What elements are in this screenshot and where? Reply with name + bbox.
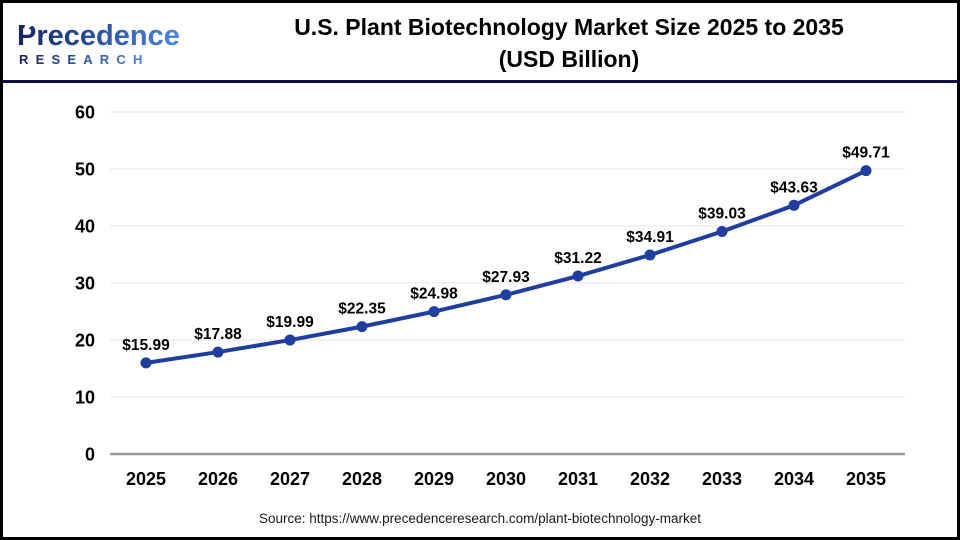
data-point — [644, 249, 656, 261]
header: Precedence RESEARCH U.S. Plant Biotechno… — [3, 3, 957, 83]
chart-area: 0 10 20 30 40 50 60 $15.99 2025 $17.88 2026 $19.99 2… — [3, 83, 957, 534]
x-tick-label: 2032 — [630, 469, 670, 489]
x-tick-label: 2028 — [342, 469, 382, 489]
data-point-label: $19.99 — [266, 314, 314, 331]
data-point — [284, 334, 296, 346]
title-line-1: U.S. Plant Biotechnology Market Size 202… — [294, 13, 844, 40]
data-point-label: $17.88 — [194, 326, 242, 343]
y-tick-label: 10 — [75, 388, 95, 408]
y-tick-label: 20 — [75, 331, 95, 351]
title-line-2: (USD Billion) — [498, 45, 640, 72]
data-point-label: $39.03 — [698, 206, 746, 223]
data-point-label: $49.71 — [842, 145, 890, 162]
line-chart: 0102030405060$15.992025$17.882026$19.992… — [75, 103, 905, 489]
y-tick-label: 0 — [85, 445, 95, 465]
data-point — [572, 270, 584, 282]
y-tick-label: 30 — [75, 274, 95, 294]
data-point-label: $27.93 — [482, 269, 530, 286]
data-point — [860, 165, 872, 177]
data-point — [788, 199, 800, 211]
data-point — [716, 226, 728, 238]
x-tick-label: 2034 — [774, 469, 814, 489]
data-point-label: $24.98 — [410, 286, 458, 303]
x-tick-label: 2033 — [702, 469, 742, 489]
data-point — [140, 357, 152, 369]
data-point — [500, 289, 512, 301]
y-tick-label: 60 — [75, 103, 95, 123]
data-point-label: $43.63 — [770, 179, 818, 196]
source-attribution: Source: https://www.precedenceresearch.c… — [259, 511, 701, 526]
data-point — [428, 306, 440, 318]
precedence-research-logo: Precedence RESEARCH — [3, 9, 193, 74]
x-tick-label: 2026 — [198, 469, 238, 489]
data-point — [356, 321, 368, 333]
x-tick-label: 2035 — [846, 469, 886, 489]
data-point-label: $34.91 — [626, 229, 674, 246]
data-point-label: $31.22 — [554, 250, 601, 267]
logo-subtext: RESEARCH — [19, 52, 150, 67]
x-tick-label: 2029 — [414, 469, 454, 489]
leaf-icon — [24, 14, 37, 30]
data-point — [212, 346, 224, 358]
x-tick-label: 2025 — [126, 469, 166, 489]
y-tick-label: 50 — [75, 160, 95, 180]
data-point-label: $22.35 — [338, 301, 386, 318]
logo-graphic: Precedence RESEARCH — [17, 14, 180, 67]
x-tick-label: 2030 — [486, 469, 526, 489]
logo-wordmark: Precedence — [17, 20, 180, 52]
trend-line — [144, 168, 868, 365]
x-tick-label: 2027 — [270, 469, 310, 489]
chart-title: U.S. Plant Biotechnology Market Size 202… — [193, 9, 945, 75]
data-point-label: $15.99 — [122, 337, 170, 354]
x-tick-label: 2031 — [558, 469, 598, 489]
y-tick-label: 40 — [75, 217, 95, 237]
